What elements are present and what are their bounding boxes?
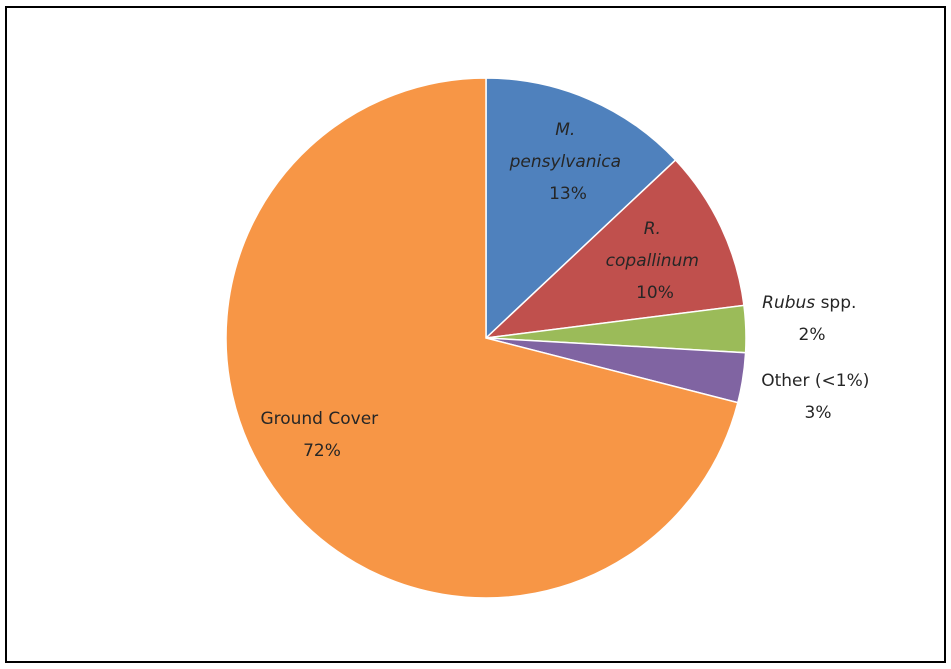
pie-labels: M. pensylvanica 13% R. copallinum 10% Ru… <box>260 120 875 461</box>
slice-label-other: Other (<1%) 3% <box>761 371 875 423</box>
slice-label-r-copallinum: R. copallinum 10% <box>606 219 705 303</box>
slice-label-m-pensylvanica: M. pensylvanica 13% <box>509 120 627 204</box>
slice-label-rubus: Rubus spp. 2% <box>762 293 862 345</box>
pie-slice-m-pensylvanica <box>485 77 677 340</box>
slice-percent-r-copallinum: 10% <box>636 283 674 303</box>
slice-label-m-pensylvanica-line2: pensylvanica <box>509 152 621 172</box>
slice-label-other-line1: Other (<1%) <box>761 371 869 391</box>
pie-slice-r-copallinum <box>483 158 745 340</box>
slice-label-r-copallinum-line1: R. <box>644 219 661 239</box>
pie-slices <box>225 77 747 599</box>
slice-percent-other: 3% <box>805 403 832 423</box>
slice-percent-m-pensylvanica: 13% <box>549 184 587 204</box>
slice-label-r-copallinum-line2: copallinum <box>606 251 699 271</box>
slice-percent-ground-cover: 72% <box>303 441 341 461</box>
slice-label-rubus-plain: spp. <box>815 293 856 313</box>
slice-label-ground-cover-line1: Ground Cover <box>260 409 378 429</box>
slice-percent-rubus: 2% <box>799 325 826 345</box>
slice-label-ground-cover: Ground Cover 72% <box>260 409 383 461</box>
slice-label-rubus-line1: Rubus spp. <box>762 293 862 313</box>
pie-slice-ground-cover <box>225 77 739 599</box>
slice-label-m-pensylvanica-line1: M. <box>555 120 575 140</box>
slice-label-rubus-italic: Rubus <box>762 293 815 313</box>
